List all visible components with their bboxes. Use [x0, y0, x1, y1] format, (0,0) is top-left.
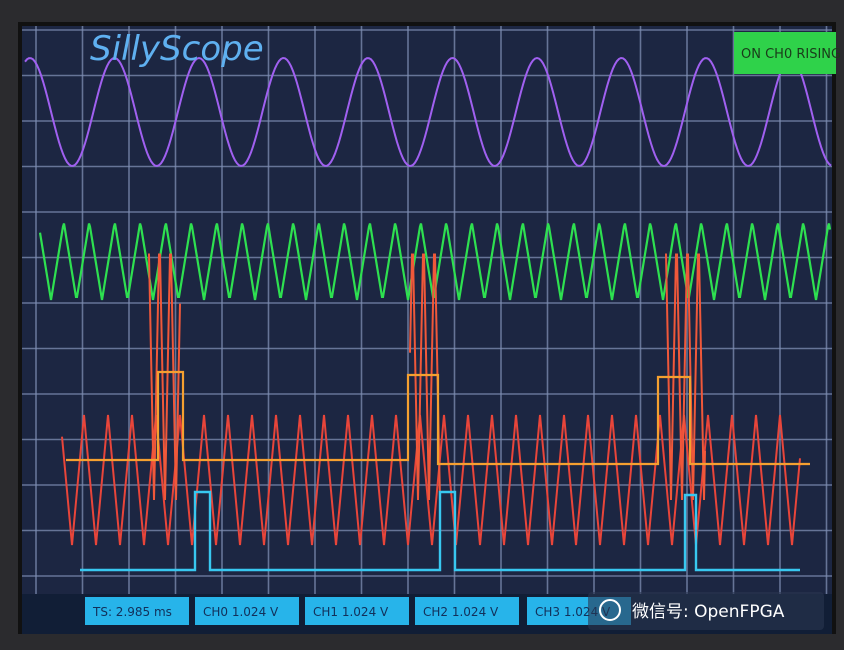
- waveform: [80, 490, 800, 572]
- screen: [22, 26, 832, 594]
- status-label: CH0 1.024 V: [203, 605, 279, 619]
- status-box: [415, 597, 519, 625]
- waveform: [66, 370, 810, 466]
- status-box: [195, 597, 299, 625]
- grid: [22, 26, 832, 594]
- status-items: TS: 2.985 ms CH0 1.024 V CH1 1.024 V CH2 1.…: [85, 597, 631, 625]
- waveforms: [24, 56, 832, 572]
- waveform: [665, 253, 706, 501]
- watermark-icon: [599, 599, 621, 621]
- trigger-box: [734, 32, 836, 74]
- waveform: [61, 414, 801, 546]
- waveform: [24, 56, 832, 168]
- waveform: [148, 253, 181, 501]
- status-box: [85, 597, 189, 625]
- status-label: TS: 2.985 ms: [92, 605, 172, 619]
- watermark: 微信号: OpenFPGA: [632, 602, 785, 622]
- status-label: CH1 1.024 V: [313, 605, 389, 619]
- waveform: [409, 253, 441, 501]
- trigger-label: ON CH0 RISING: [741, 47, 841, 62]
- status-box: [305, 597, 409, 625]
- watermark-bg: [588, 592, 824, 630]
- status-label: CH2 1.024 V: [423, 605, 499, 619]
- app-title: SillyScope: [90, 29, 264, 69]
